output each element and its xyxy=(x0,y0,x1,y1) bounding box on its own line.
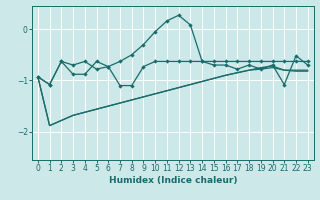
X-axis label: Humidex (Indice chaleur): Humidex (Indice chaleur) xyxy=(108,176,237,185)
